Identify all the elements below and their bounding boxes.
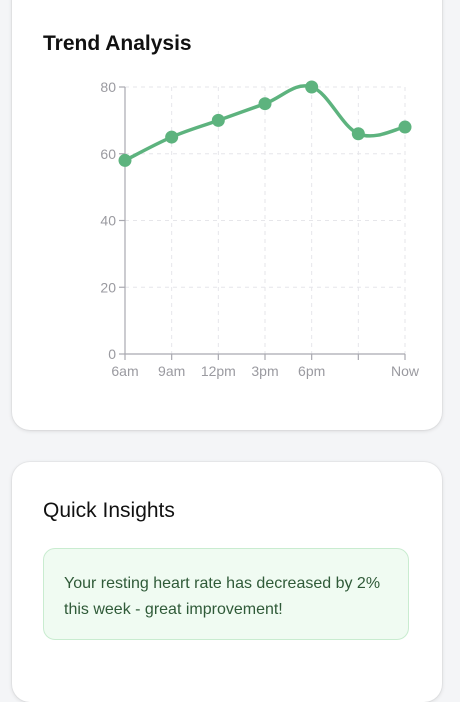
x-tick-label-6: Now <box>391 363 420 379</box>
y-tick-label-80: 80 <box>100 79 116 95</box>
data-point-4 <box>305 80 319 94</box>
data-point-3 <box>258 97 272 111</box>
trend-line-chart: 0 20 40 60 80 6am 9am 12pm 3pm 6pm Now <box>100 79 419 379</box>
y-tick-label-0: 0 <box>108 346 116 362</box>
y-tick-label-60: 60 <box>100 146 116 162</box>
insight-message-box: Your resting heart rate has decreased by… <box>43 548 409 640</box>
chart-grid <box>125 86 406 354</box>
y-tick-label-40: 40 <box>100 213 116 229</box>
insight-message: Your resting heart rate has decreased by… <box>64 575 381 618</box>
trend-analysis-card: Trend Analysis <box>12 0 442 430</box>
x-tick-label-3: 3pm <box>251 363 278 379</box>
data-point-2 <box>211 113 225 127</box>
trend-analysis-title: Trend Analysis <box>43 32 192 55</box>
data-point-0 <box>118 153 132 167</box>
x-tick-label-4: 6pm <box>298 363 325 379</box>
chart-points <box>118 80 412 167</box>
data-point-6 <box>398 120 412 134</box>
quick-insights-title: Quick Insights <box>43 499 175 522</box>
chart-ticks: 0 20 40 60 80 6am 9am 12pm 3pm 6pm Now <box>100 79 419 379</box>
data-point-1 <box>165 130 179 144</box>
x-tick-label-2: 12pm <box>201 363 236 379</box>
x-tick-label-1: 9am <box>158 363 185 379</box>
quick-insights-card: Quick Insights Your resting heart rate h… <box>12 462 442 702</box>
data-point-5 <box>351 127 365 141</box>
x-tick-label-0: 6am <box>111 363 138 379</box>
y-tick-label-20: 20 <box>100 279 116 295</box>
